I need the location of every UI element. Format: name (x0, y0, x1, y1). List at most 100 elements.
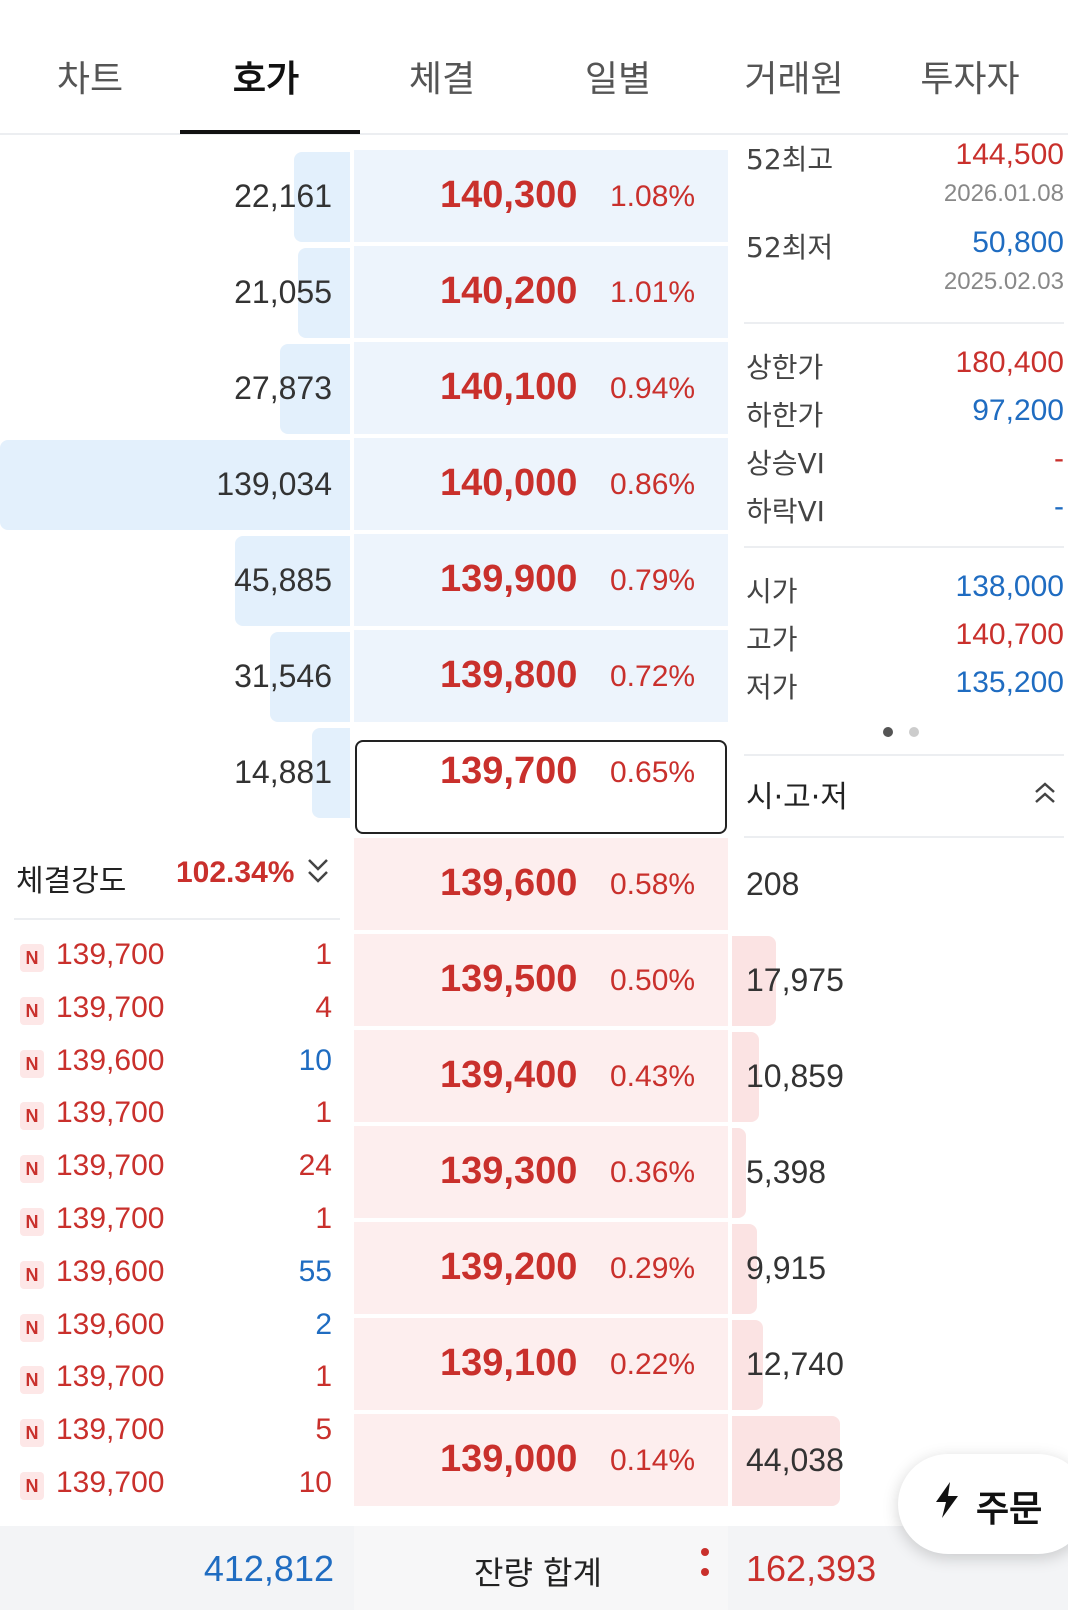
ask-price: 140,000 (440, 462, 578, 504)
order-button[interactable]: 주문 (898, 1454, 1068, 1554)
bid-price-cell[interactable]: 139,500 0.50% (354, 934, 728, 1026)
bid-volume-bar (732, 1128, 746, 1218)
trade-row: N 139,700 10 (0, 1464, 340, 1516)
footer-center-bg (354, 1526, 728, 1610)
remaining-total-label: 잔량 합계 (474, 1554, 602, 1592)
bid-change-pct: 0.29% (610, 1252, 696, 1285)
bid-volume: 12,740 (746, 1346, 844, 1382)
ask-price: 140,200 (440, 270, 578, 312)
bid-price-cell[interactable]: 139,200 0.29% (354, 1222, 728, 1314)
ask-volume-cell: 139,034 (0, 438, 350, 530)
new-badge: N (20, 1102, 44, 1131)
tab-executions[interactable]: 체결 (408, 59, 476, 100)
trade-price: 139,600 (56, 1307, 165, 1341)
trade-qty: 1 (315, 1202, 332, 1235)
ask-price-cell[interactable]: 140,200 1.01% (354, 246, 728, 338)
ask-change-pct: 0.94% (610, 372, 696, 405)
low52-date: 2025.02.03 (943, 268, 1064, 295)
bid-volume-cell: 9,915 (732, 1222, 1068, 1314)
divider (744, 836, 1064, 838)
ask-price: 140,300 (440, 174, 578, 216)
bid-price: 139,600 (440, 862, 578, 904)
trade-price: 139,700 (56, 1360, 165, 1394)
new-badge: N (20, 1313, 44, 1342)
ask-price-cell[interactable]: 140,300 1.08% (354, 150, 728, 242)
vi-up-value: - (1054, 442, 1064, 475)
trade-row: N 139,700 5 (0, 1411, 340, 1463)
execution-strength-label: 체결강도 (16, 864, 127, 899)
tab-orderbook[interactable]: 호가 (232, 59, 300, 100)
bid-change-pct: 0.22% (610, 1348, 696, 1381)
order-button-label: 주문 (976, 1489, 1043, 1530)
bid-volume-bar (732, 936, 777, 1026)
tab-bar: 차트 호가 체결 일별 거래원 투자자 (0, 0, 1068, 135)
bid-volume-bar (732, 1224, 757, 1314)
new-badge: N (20, 1208, 44, 1236)
ask-price-cell[interactable]: 139,900 0.79% (354, 534, 728, 626)
ask-price-cell[interactable]: 139,800 0.72% (354, 630, 728, 722)
divider (744, 754, 1064, 756)
ask-change-pct: 0.79% (610, 564, 696, 597)
bid-price: 139,400 (440, 1054, 578, 1096)
lightning-icon (932, 1480, 962, 1529)
bid-change-pct: 0.50% (610, 964, 696, 997)
ask-price: 139,800 (440, 654, 578, 696)
bid-price-cell[interactable]: 139,300 0.36% (354, 1126, 728, 1218)
page-dot-active[interactable] (883, 727, 893, 737)
bid-price: 139,300 (440, 1150, 578, 1192)
ask-change-pct: 1.01% (610, 276, 696, 309)
divider (744, 546, 1064, 548)
ask-price-cell[interactable]: 140,000 0.86% (354, 438, 728, 530)
bid-price: 139,200 (440, 1246, 578, 1288)
trade-qty: 55 (298, 1254, 332, 1288)
bid-volume: 5,398 (746, 1154, 827, 1190)
tab-chart[interactable]: 차트 (56, 59, 124, 100)
new-badge: N (20, 1049, 44, 1078)
bid-price-cell[interactable]: 139,600 0.58% (354, 838, 728, 930)
low-value: 135,200 (955, 666, 1064, 699)
open-high-low-toggle-label[interactable]: 시·고·저 (746, 780, 848, 815)
active-tab-indicator (180, 130, 360, 134)
bid-price-cell[interactable]: 139,400 0.43% (354, 1030, 728, 1122)
bid-total: 162,393 (746, 1548, 877, 1589)
new-badge: N (20, 944, 44, 972)
current-price-box (355, 740, 727, 834)
tab-brokers[interactable]: 거래원 (744, 59, 844, 100)
high-label: 고가 (746, 623, 798, 656)
trade-row: N 139,600 2 (0, 1306, 340, 1358)
ask-change-pct: 1.08% (610, 180, 696, 213)
chevron-down-icon[interactable] (306, 856, 330, 893)
open-label: 시가 (746, 575, 798, 608)
ask-price: 139,900 (440, 558, 578, 600)
trade-row: N 139,700 24 (0, 1147, 340, 1199)
ask-volume: 22,161 (234, 178, 332, 214)
vertical-dots-icon[interactable] (700, 1544, 710, 1590)
bid-volume-cell: 44,038 (732, 1414, 1068, 1506)
new-badge: N (20, 996, 44, 1025)
page-indicator[interactable] (883, 722, 935, 741)
ask-price-cell[interactable]: 140,100 0.94% (354, 342, 728, 434)
trade-qty: 1 (315, 938, 332, 971)
ask-volume: 21,055 (234, 274, 332, 310)
trade-price: 139,700 (56, 1149, 165, 1183)
tab-daily[interactable]: 일별 (584, 59, 652, 100)
trade-qty: 1 (315, 1360, 332, 1394)
ask-volume-bar (297, 248, 350, 338)
ask-change-pct: 0.86% (610, 468, 696, 501)
ask-volume-bar (0, 440, 350, 530)
upper-limit-value: 180,400 (955, 346, 1064, 379)
trade-price: 139,700 (56, 1202, 165, 1235)
page-dot[interactable] (909, 727, 919, 737)
ask-total: 412,812 (203, 1548, 334, 1589)
trade-qty: 10 (298, 1043, 332, 1077)
bid-volume-bar (732, 1320, 764, 1410)
trade-qty: 5 (315, 1413, 332, 1447)
tab-investors[interactable]: 투자자 (920, 59, 1020, 100)
low-label: 저가 (746, 671, 798, 704)
double-chevron-up-icon[interactable] (1032, 780, 1058, 813)
low52-label: 52최저 (746, 231, 834, 264)
bid-price-cell[interactable]: 139,100 0.22% (354, 1318, 728, 1410)
ask-price-cell[interactable]: 139,700 0.65% (354, 726, 728, 818)
execution-strength-value: 102.34% (176, 856, 295, 889)
bid-price-cell[interactable]: 139,000 0.14% (354, 1414, 728, 1506)
